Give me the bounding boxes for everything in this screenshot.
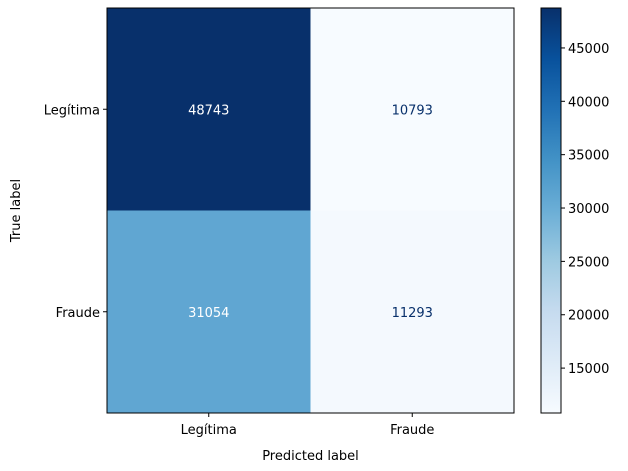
y-axis-ticks: Legítima Fraude [44,103,107,321]
colorbar-tick-label-3: 30000 [568,202,609,217]
plot-frame [106,7,515,414]
y-tick-label-0: Legítima [44,103,100,118]
colorbar-tick-label-5: 40000 [568,95,609,110]
colorbar-ticks: 15000 20000 25000 30000 35000 40000 45000 [561,42,609,377]
y-axis-label: True label [9,179,24,243]
x-axis-ticks: Legítima Fraude [181,413,434,438]
cell-1-0 [107,210,311,413]
cell-1-1 [310,210,514,413]
colorbar-tick-label-0: 15000 [568,362,609,377]
colorbar-tick-label-6: 45000 [568,42,609,57]
cell-value-1-1: 11293 [392,306,433,321]
y-tick-label-1: Fraude [56,306,100,321]
x-tick-label-0: Legítima [181,423,237,438]
x-tick-label-1: Fraude [390,423,434,438]
colorbar-tick-label-1: 20000 [568,309,609,324]
cell-value-0-1: 10793 [392,103,433,118]
colorbar-tick-label-4: 35000 [568,149,609,164]
colorbar [540,7,562,414]
heatmap-cells: 48743 10793 31054 11293 [107,8,514,413]
cell-0-1 [310,8,514,211]
x-axis-label: Predicted label [262,449,359,464]
cell-value-1-0: 31054 [188,306,229,321]
cell-0-0 [107,8,311,211]
colorbar-tick-label-2: 25000 [568,255,609,270]
cell-value-0-0: 48743 [188,103,229,118]
